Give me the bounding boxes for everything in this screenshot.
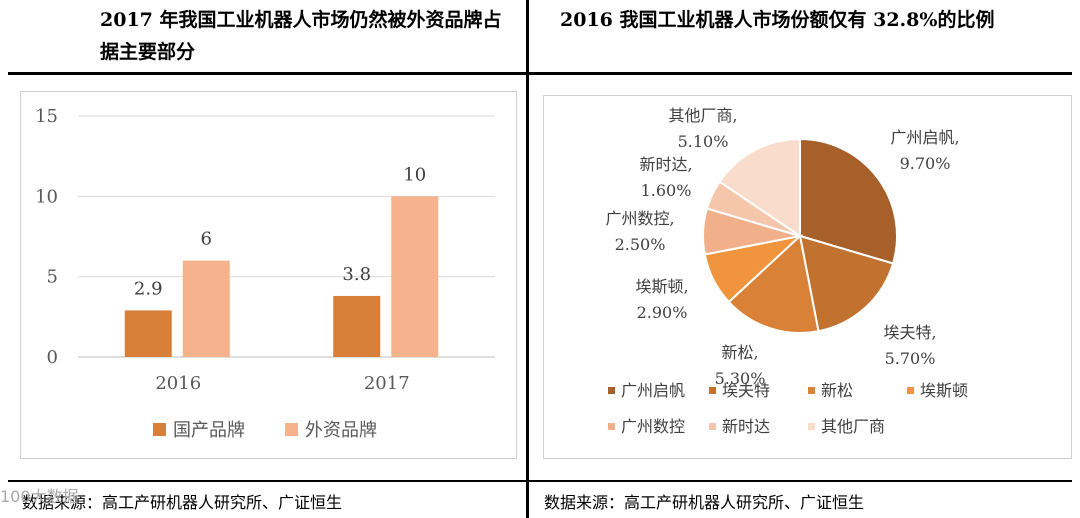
- bar: [333, 295, 381, 357]
- pie-legend-swatch: [808, 387, 815, 394]
- center-divider: [526, 0, 529, 518]
- bar: [391, 196, 439, 357]
- pie-legend-label: 埃斯顿: [920, 381, 968, 400]
- pie-slice: [799, 137, 898, 265]
- pie-legend-label: 新时达: [722, 417, 770, 436]
- left-chart-title: 2017 年我国工业机器人市场仍然被外资品牌占据主要部分: [100, 9, 502, 63]
- pie-legend-swatch: [709, 423, 716, 430]
- y-tick-label: 10: [35, 186, 58, 207]
- legend-swatch: [153, 423, 166, 436]
- legend-label: 国产品牌: [173, 420, 245, 441]
- bar-data-label: 2.9: [134, 278, 163, 299]
- pie-legend-label: 埃夫特: [722, 381, 770, 400]
- x-tick-label: 2017: [364, 373, 410, 394]
- pie-slice-name-label: 广州启帆,: [890, 128, 959, 147]
- watermark-text: 100大数据: [0, 487, 79, 506]
- pie-legend-label: 广州启帆: [621, 381, 685, 400]
- pie-slice: [718, 137, 801, 238]
- legend-swatch: [285, 423, 298, 436]
- pie-slice-name-label: 埃斯顿,: [635, 277, 688, 296]
- pie-slice-name-label: 广州数控,: [605, 209, 674, 228]
- pie-legend-swatch: [608, 387, 615, 394]
- left-source-note: 数据来源：高工产研机器人研究所、广证恒生: [22, 493, 343, 512]
- pie-slice-pct-label: 9.70%: [900, 154, 951, 173]
- pie-slice-pct-label: 2.50%: [615, 235, 666, 254]
- right-source-note: 数据来源：高工产研机器人研究所、广证恒生: [544, 493, 865, 512]
- pie-slice: [727, 234, 820, 334]
- pie-slice-name-label: 新松,: [721, 343, 758, 362]
- right-chart-title: 2016 我国工业机器人市场份额仅有 32.8%的比例: [560, 9, 995, 31]
- top-divider: [8, 72, 1072, 75]
- pie-legend-label: 广州数控: [621, 417, 685, 436]
- legend-label: 外资品牌: [305, 420, 377, 441]
- bottom-divider: [8, 480, 1072, 482]
- bar-data-label: 6: [201, 229, 212, 250]
- pie-slice-pct-label: 1.60%: [641, 181, 692, 200]
- y-tick-label: 15: [35, 106, 58, 127]
- pie-slice-pct-label: 5.70%: [885, 349, 936, 368]
- pie-legend-swatch: [907, 387, 914, 394]
- pie-legend-label: 其他厂商: [821, 417, 885, 436]
- pie-legend-swatch: [709, 387, 716, 394]
- pie-slice-name-label: 埃夫特,: [883, 323, 936, 342]
- pie-legend-swatch: [608, 423, 615, 430]
- y-tick-label: 5: [47, 267, 58, 288]
- bar: [182, 260, 230, 357]
- pie-legend-swatch: [808, 423, 815, 430]
- pie-slice: [798, 234, 895, 333]
- pie-slice-pct-label: 2.90%: [637, 303, 688, 322]
- bar-data-label: 3.8: [342, 264, 371, 285]
- pie-legend-label: 新松: [821, 381, 853, 400]
- pie-slice-name-label: 其他厂商,: [668, 106, 737, 125]
- bar-data-label: 10: [403, 164, 426, 185]
- x-tick-label: 2016: [155, 373, 201, 394]
- pie-slice-name-label: 新时达,: [639, 155, 692, 174]
- pie-slice-pct-label: 5.30%: [715, 369, 766, 388]
- pie-slice-pct-label: 5.10%: [678, 132, 729, 151]
- bar: [124, 310, 172, 357]
- y-tick-label: 0: [47, 347, 58, 368]
